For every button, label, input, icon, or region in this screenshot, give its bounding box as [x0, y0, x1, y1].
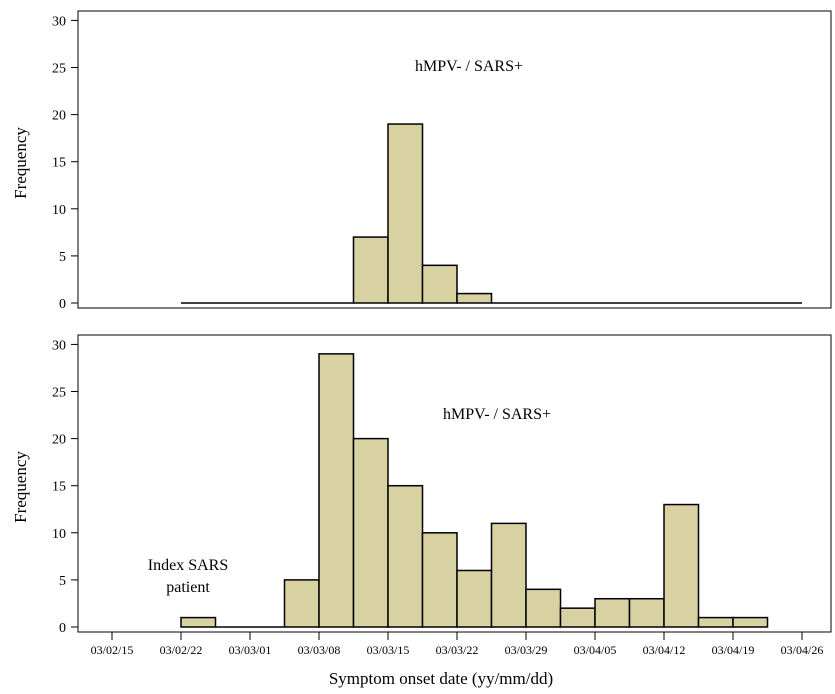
xtick-label: 03/04/12 [643, 643, 686, 657]
top-ytick-label: 10 [52, 203, 66, 218]
index-patient-label-line1: Index SARS [148, 557, 228, 574]
top-ytick-label: 0 [59, 297, 66, 312]
bottom-annotation: hMPV- / SARS+ [443, 406, 551, 423]
xtick-label: 03/02/15 [91, 643, 134, 657]
bottom-ytick-label: 0 [59, 621, 66, 636]
top-y-axis-label: Frequency [11, 127, 30, 199]
xtick-label: 03/02/22 [160, 643, 203, 657]
index-patient-label-line2: patient [166, 579, 210, 596]
xtick-label: 03/03/15 [367, 643, 410, 657]
xtick-label: 03/03/08 [298, 643, 341, 657]
xtick-label: 03/04/05 [574, 643, 617, 657]
bottom-histogram-bar [456, 569, 493, 628]
bottom-panel: hMPV- / SARS+ Index SARS patient Frequen… [11, 334, 832, 688]
top-ytick-label: 15 [52, 156, 66, 171]
top-histogram-bar [421, 264, 458, 304]
top-panel: hMPV- / SARS+ Frequency 0 5 10 15 20 25 30 [11, 10, 832, 312]
bottom-histogram-bar [490, 522, 527, 628]
bottom-histogram-bar [559, 607, 596, 628]
top-histogram-bar [456, 292, 493, 304]
bottom-ytick-label: 15 [52, 480, 66, 495]
bottom-histogram-bar [732, 616, 769, 628]
bottom-ytick-label: 5 [59, 574, 66, 589]
bottom-y-axis-label: Frequency [11, 451, 30, 523]
xtick-label: 03/03/22 [436, 643, 479, 657]
xtick-label: 03/03/01 [229, 643, 272, 657]
bottom-histogram-bar [628, 597, 665, 628]
bottom-histogram-bar [318, 353, 355, 628]
top-ytick-label: 20 [52, 109, 66, 124]
top-histogram-bar [387, 123, 424, 304]
bottom-histogram-bar [421, 532, 458, 628]
bottom-ytick-label: 25 [52, 386, 66, 401]
bottom-histogram-bar [525, 588, 562, 628]
bottom-ytick-label: 30 [52, 338, 66, 353]
bottom-histogram-bar [594, 597, 631, 628]
top-plot-frame [77, 10, 832, 309]
bottom-histogram-bar [663, 503, 700, 628]
bottom-ytick-label: 20 [52, 433, 66, 448]
xtick-label: 03/03/29 [505, 643, 548, 657]
top-histogram-bar [352, 236, 389, 304]
bottom-histogram-bar [387, 484, 424, 628]
xtick-label: 03/04/26 [781, 643, 824, 657]
bottom-histogram-bar [697, 616, 734, 628]
top-ytick-label: 5 [59, 250, 66, 265]
top-ytick-label: 25 [52, 62, 66, 77]
bottom-ytick-label: 10 [52, 527, 66, 542]
bottom-histogram-bar [283, 579, 320, 628]
x-axis-label: Symptom onset date (yy/mm/dd) [329, 669, 553, 688]
top-annotation: hMPV- / SARS+ [415, 58, 523, 75]
xtick-label: 03/04/19 [712, 643, 755, 657]
bottom-histogram-bar [180, 616, 217, 628]
bottom-plot-frame [77, 334, 832, 633]
top-ytick-label: 30 [52, 14, 66, 29]
bottom-histogram-bar [352, 437, 389, 628]
